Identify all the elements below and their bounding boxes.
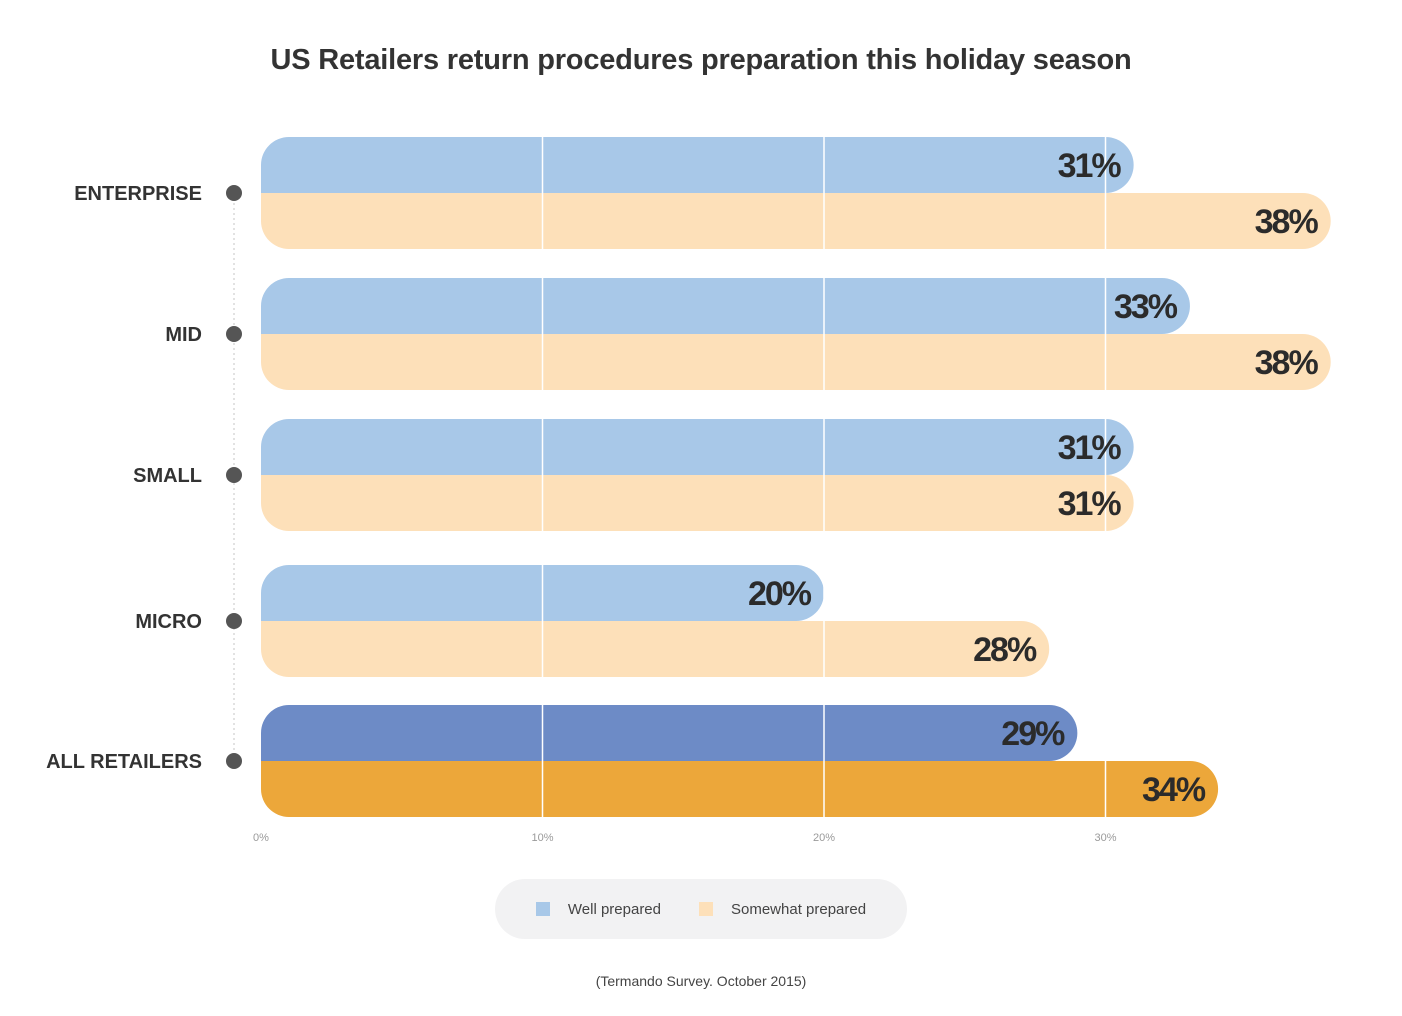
value-label-mid-well-prepared: 33% xyxy=(1114,288,1178,326)
bar-enterprise-somewhat-prepared xyxy=(261,193,1331,249)
bar-all-retailers-well-prepared xyxy=(261,705,1078,761)
legend-label-somewhat-prepared: Somewhat prepared xyxy=(731,900,867,918)
value-label-mid-somewhat-prepared: 38% xyxy=(1255,344,1319,382)
bar-small-well-prepared xyxy=(261,419,1134,475)
value-label-micro-somewhat-prepared: 28% xyxy=(973,631,1037,669)
value-label-small-somewhat-prepared: 31% xyxy=(1058,485,1122,523)
legend-item-well-prepared[interactable]: Well prepared xyxy=(535,900,661,918)
bar-all-retailers-somewhat-prepared xyxy=(261,761,1219,817)
x-tick-label-2: 20% xyxy=(813,832,835,844)
category-dot-all-retailers xyxy=(226,753,242,769)
legend-swatch-well-prepared xyxy=(535,902,550,916)
value-label-enterprise-well-prepared: 31% xyxy=(1058,147,1122,185)
value-label-all-retailers-somewhat-prepared: 34% xyxy=(1142,771,1206,809)
chart-title: US Retailers return procedures preparati… xyxy=(270,44,1132,76)
category-label-enterprise: ENTERPRISE xyxy=(74,183,202,205)
x-tick-label-1: 10% xyxy=(531,832,553,844)
value-label-enterprise-somewhat-prepared: 38% xyxy=(1255,203,1319,241)
source-note: (Termando Survey. October 2015) xyxy=(595,973,807,989)
value-label-all-retailers-well-prepared: 29% xyxy=(1001,715,1065,753)
category-label-small: SMALL xyxy=(133,465,202,487)
category-label-micro: MICRO xyxy=(135,611,202,633)
value-label-micro-well-prepared: 20% xyxy=(748,575,812,613)
x-tick-label-0: 0% xyxy=(253,832,269,844)
legend: Well prepared Somewhat prepared xyxy=(495,879,907,939)
value-label-small-well-prepared: 31% xyxy=(1058,429,1122,467)
category-dot-micro xyxy=(226,613,242,629)
category-label-all-retailers: ALL RETAILERS xyxy=(46,751,202,773)
category-dot-small xyxy=(226,467,242,483)
bar-mid-somewhat-prepared xyxy=(261,334,1331,390)
x-tick-label-3: 30% xyxy=(1094,832,1116,844)
category-label-mid: MID xyxy=(165,324,202,346)
legend-swatch-somewhat-prepared xyxy=(699,902,713,916)
legend-item-somewhat-prepared[interactable]: Somewhat prepared xyxy=(699,901,866,918)
category-dot-enterprise xyxy=(226,185,242,201)
bar-micro-somewhat-prepared xyxy=(261,621,1050,677)
bar-small-somewhat-prepared xyxy=(261,475,1134,531)
category-dot-mid xyxy=(226,326,242,342)
bar-enterprise-well-prepared xyxy=(261,137,1134,193)
bar-mid-well-prepared xyxy=(261,278,1190,334)
legend-label-well-prepared: Well prepared xyxy=(567,900,661,918)
